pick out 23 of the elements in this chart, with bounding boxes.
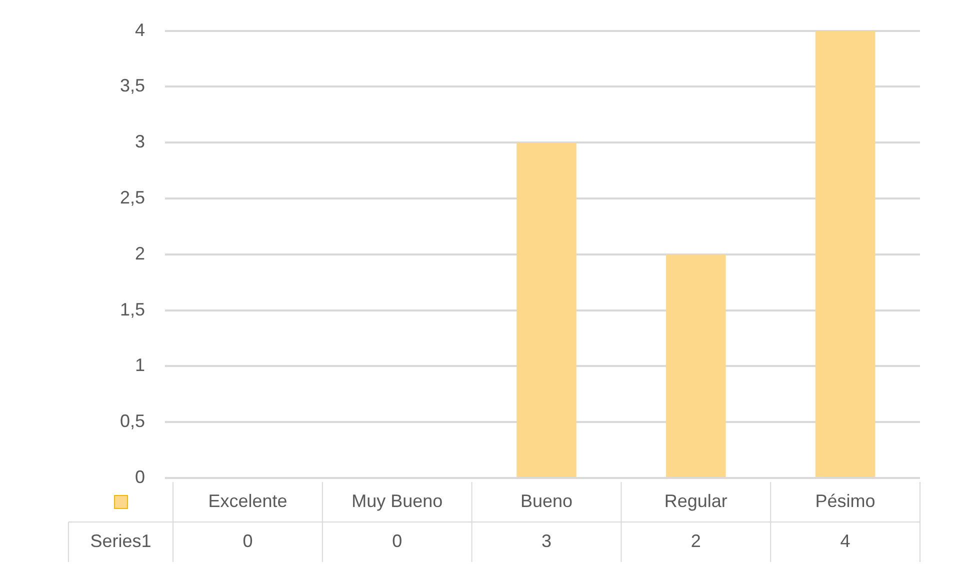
y-tick-label: 0,5 [120, 411, 146, 432]
y-tick-label: 3 [135, 132, 146, 152]
data-label: 0 [392, 530, 402, 551]
data-label: 3 [542, 530, 552, 551]
x-tick-label: Regular [664, 490, 728, 511]
data-label: 2 [690, 530, 701, 551]
bar [815, 30, 876, 477]
y-tick-label: 0 [135, 466, 146, 487]
data-label: 4 [840, 530, 850, 551]
data-label: 0 [242, 530, 253, 551]
bar [516, 142, 576, 477]
y-tick-label: 3,5 [120, 76, 146, 96]
text: Series1 [90, 530, 152, 551]
y-tick-label: 1 [135, 355, 146, 376]
y-tick-label: 1,5 [120, 299, 146, 320]
x-tick-label: Muy Bueno [352, 490, 443, 511]
y-tick-label: 2,5 [120, 187, 146, 208]
y-tick-label: 2 [135, 243, 146, 264]
bar [666, 254, 726, 477]
x-tick-label: Bueno [520, 490, 573, 511]
y-tick-label: 4 [135, 20, 146, 40]
x-tick-label: Pésimo [815, 490, 876, 511]
x-tick-label: Excelente [208, 490, 288, 511]
